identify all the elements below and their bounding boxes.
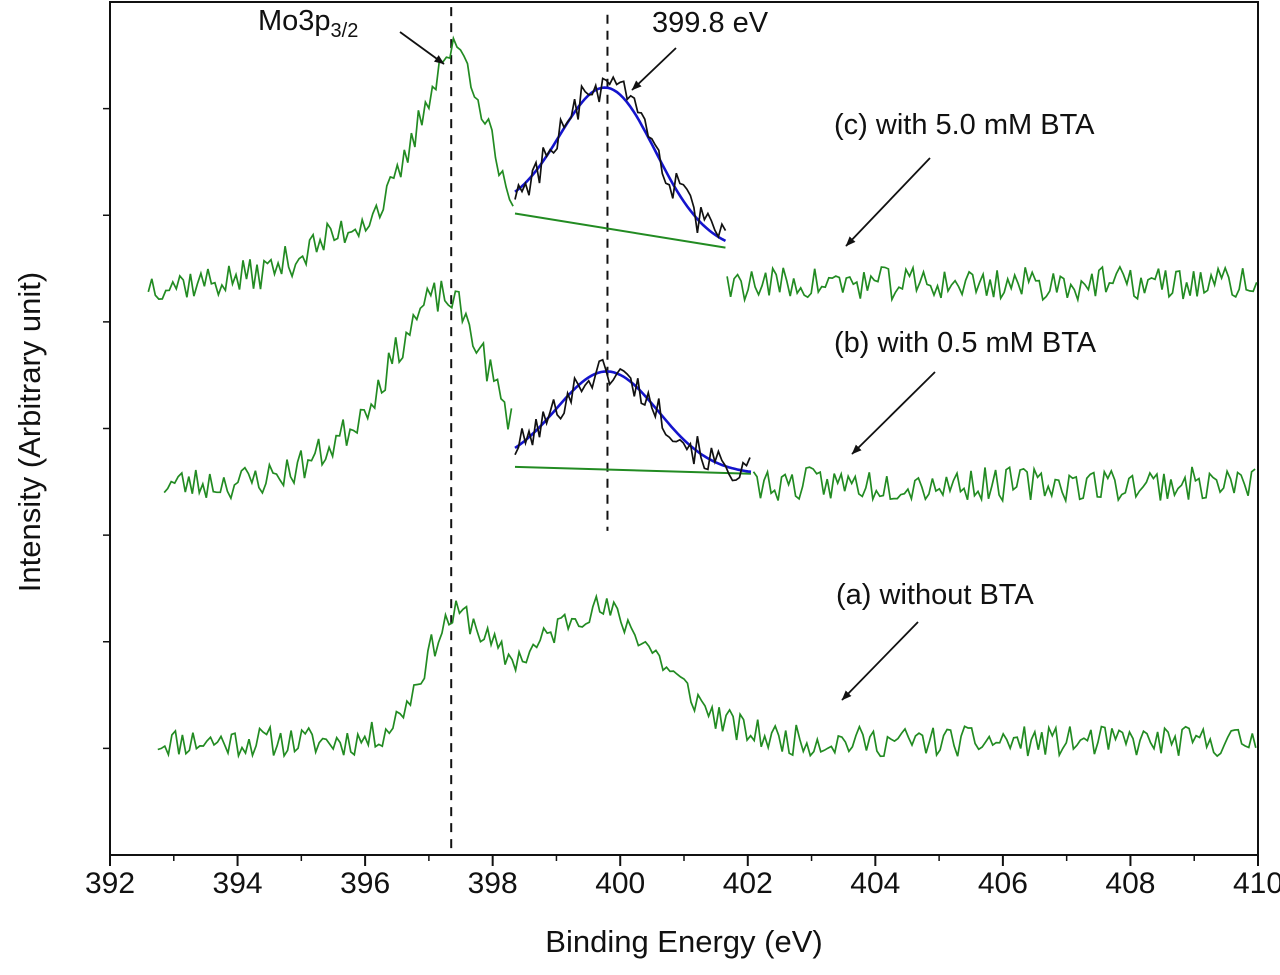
raw-data-in-fit-window <box>514 358 751 482</box>
annotation-399-8-ev: 399.8 eV <box>652 7 769 40</box>
raw-data-in-fit-window <box>514 75 727 239</box>
annotation-curve-b-label: (b) with 0.5 mM BTA <box>834 327 1097 360</box>
annotation-curve-a-label: (a) without BTA <box>836 579 1034 612</box>
annotation-arrow <box>631 47 677 91</box>
x-tick-label: 402 <box>723 867 773 900</box>
annotation-arrow <box>845 157 931 247</box>
annotation-curve-c-text: (c) with 5.0 mM BTA <box>834 109 1095 141</box>
x-tick-label: 394 <box>213 867 263 900</box>
annotation-mo3p: Mo3p3/2 <box>258 5 359 42</box>
x-tick-label: 406 <box>978 867 1028 900</box>
x-tick-label: 404 <box>850 867 900 900</box>
y-axis-label: Intensity (Arbitrary unit) <box>12 271 47 593</box>
fit-background-line <box>514 212 726 249</box>
x-axis-label: Binding Energy (eV) <box>545 924 823 959</box>
x-tick-label: 392 <box>85 867 135 900</box>
annotation-curve-a-text: (a) without BTA <box>836 579 1034 611</box>
annotation-arrow <box>841 621 919 701</box>
annotation-mo3p-subscript: 3/2 <box>330 19 359 42</box>
x-tick-label: 396 <box>340 867 390 900</box>
spectrum-line-a <box>157 593 1257 759</box>
annotation-curve-c-label: (c) with 5.0 mM BTA <box>834 109 1095 142</box>
annotation-curve-b-text: (b) with 0.5 mM BTA <box>834 327 1097 359</box>
spectrum-line-b <box>163 280 513 501</box>
gaussian-fit-curve <box>514 370 752 474</box>
spectrum-line-c <box>147 35 514 300</box>
annotation-arrow <box>851 371 936 455</box>
fit-background-line <box>514 465 751 475</box>
spectrum-line-b <box>752 465 1256 504</box>
x-tick-label: 408 <box>1105 867 1155 900</box>
x-tick-label: 398 <box>468 867 518 900</box>
x-tick-label: 410 <box>1233 867 1280 900</box>
spectrum-line-c <box>726 264 1258 304</box>
annotation-arrow <box>399 31 445 65</box>
x-tick-label: 400 <box>595 867 645 900</box>
annotation-mo3p-text: Mo3p <box>258 5 331 37</box>
annotation-399-8-ev-text: 399.8 eV <box>652 7 769 39</box>
